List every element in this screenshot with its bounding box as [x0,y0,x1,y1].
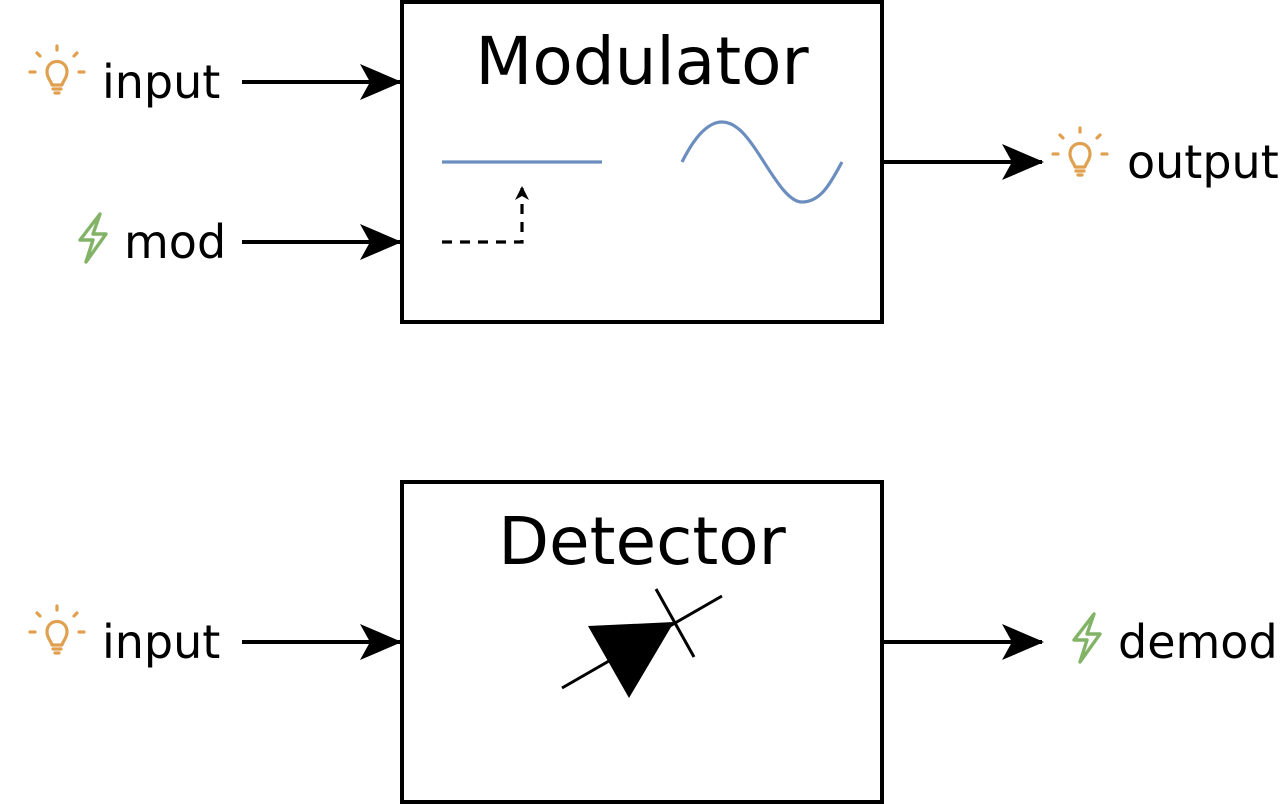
detector-title: Detector [498,503,786,580]
modulator-output-label: output [1127,135,1279,189]
modulator-title: Modulator [475,23,809,100]
lightbulb-icon [28,604,86,655]
modulator-mod-label: mod [124,215,226,269]
dashed-control-arrow [442,186,529,244]
detector-output-label: demod [1118,615,1278,669]
lightbulb-icon [28,44,86,95]
lightning-icon [1072,612,1102,664]
sine-wave-line [680,120,844,204]
diode-icon [561,588,723,698]
detector-input-label: input [102,615,220,669]
modulator-input-label: input [102,55,220,109]
lightning-icon [78,212,108,264]
modulator-group: Modulator input mod output [28,0,1279,324]
detector-group: Detector input demod [28,480,1278,804]
lightbulb-icon [1051,126,1109,177]
